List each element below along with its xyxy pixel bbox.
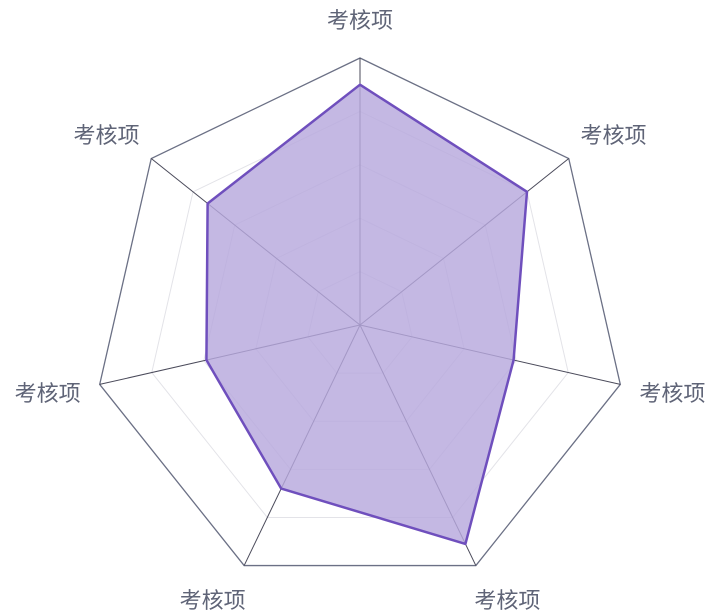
axis-label-7: 考核项 [74, 124, 140, 149]
series-area-1 [205, 83, 529, 546]
grid-ring-outer [98, 57, 622, 567]
axis-label-2: 考核项 [580, 124, 646, 149]
grid-ring-4 [151, 110, 569, 518]
axis-label-4: 考核项 [474, 589, 540, 611]
axis-label-5: 考核项 [180, 589, 246, 611]
axis-label-3: 考核项 [639, 382, 705, 407]
axis-label-1: 考核项 [327, 9, 393, 34]
radar-series [205, 83, 529, 546]
axis-label-6: 考核项 [15, 382, 81, 407]
